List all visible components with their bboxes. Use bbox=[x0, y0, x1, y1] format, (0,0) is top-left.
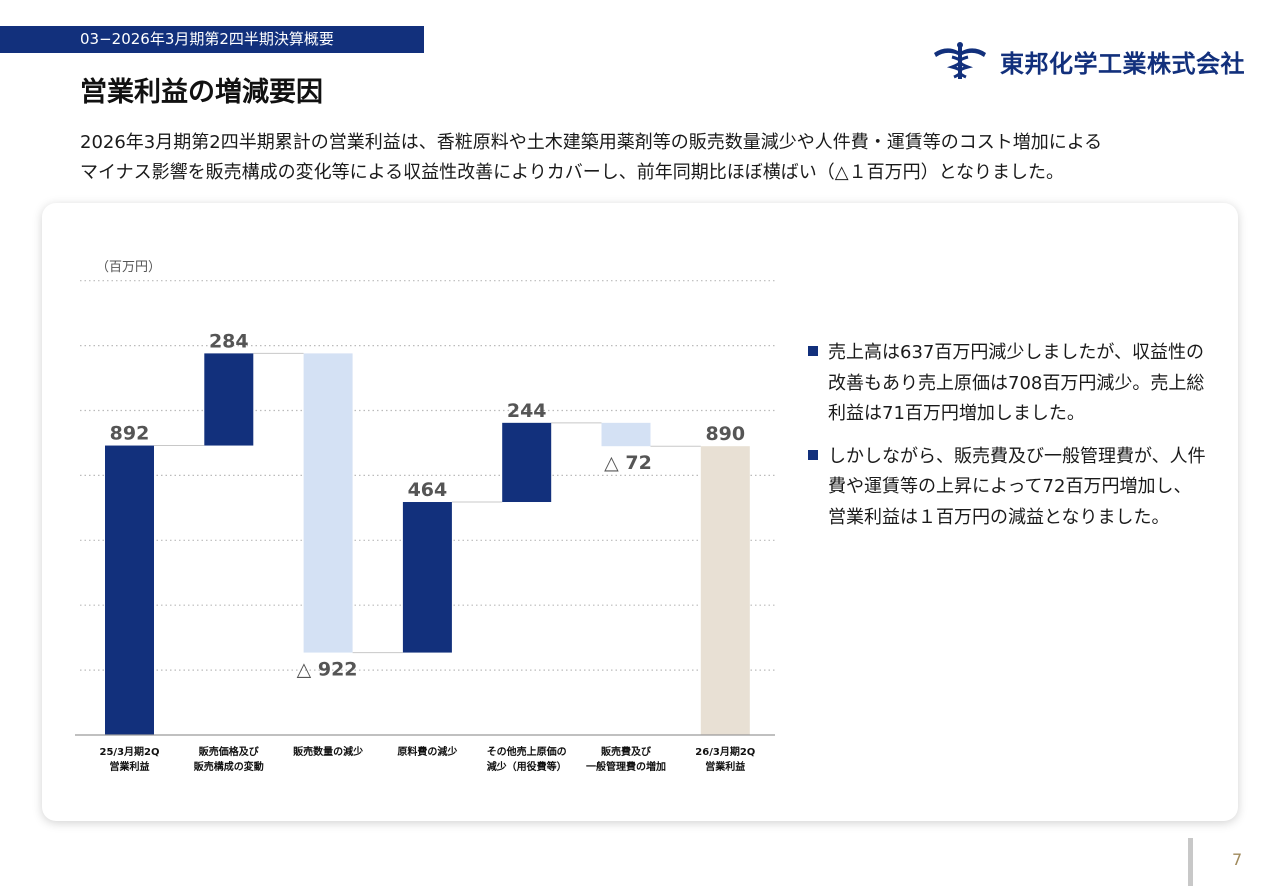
waterfall-bar bbox=[303, 353, 353, 653]
unit-label: （百万円） bbox=[96, 260, 162, 275]
data-label: △ 922 bbox=[297, 659, 358, 681]
page-title: 営業利益の増減要因 bbox=[80, 77, 323, 108]
category-label: 原料費の減少 bbox=[397, 745, 457, 758]
data-label: 284 bbox=[209, 330, 249, 352]
bullet-square-icon bbox=[808, 346, 818, 356]
waterfall-bar bbox=[601, 422, 651, 447]
bullet-text: しかしながら、販売費及び一般管理費が、人件費や運賃等の上昇によって72百万円増加… bbox=[828, 445, 1206, 528]
bullet-item: しかしながら、販売費及び一般管理費が、人件費や運賃等の上昇によって72百万円増加… bbox=[808, 442, 1208, 534]
category-label: 営業利益 bbox=[705, 760, 745, 773]
category-label: 減少（用役費等） bbox=[487, 760, 567, 773]
intro-text: 2026年3月期第2四半期累計の営業利益は、香粧原料や土木建築用薬剤等の販売数量… bbox=[80, 128, 1220, 188]
page-divider bbox=[1188, 838, 1193, 886]
waterfall-bar bbox=[402, 502, 452, 653]
page-number: 7 bbox=[1232, 850, 1243, 869]
company-logo: 東邦化学工業株式会社 bbox=[932, 40, 1245, 82]
category-label: 25/3月期2Q bbox=[100, 745, 160, 758]
category-label: 販売価格及び bbox=[199, 745, 259, 758]
bullet-square-icon bbox=[808, 449, 818, 460]
category-label: 販売数量の減少 bbox=[293, 745, 363, 758]
bullet-item: 売上高は637百万円減少しましたが、収益性の改善もあり売上原価は708百万円減少… bbox=[808, 338, 1208, 430]
category-label: 販売費及び bbox=[601, 745, 651, 758]
waterfall-bar bbox=[700, 446, 750, 735]
data-label: △ 72 bbox=[604, 452, 652, 474]
bullet-text: 売上高は637百万円減少しましたが、収益性の改善もあり売上原価は708百万円減少… bbox=[828, 342, 1205, 424]
data-label: 244 bbox=[507, 400, 547, 422]
chart-card bbox=[42, 203, 1238, 821]
category-label: その他売上原価の bbox=[487, 745, 567, 758]
waterfall-bar bbox=[502, 422, 552, 503]
category-label: 営業利益 bbox=[110, 760, 150, 773]
category-label: 一般管理費の増加 bbox=[586, 760, 666, 773]
commentary-bullets: 売上高は637百万円減少しましたが、収益性の改善もあり売上原価は708百万円減少… bbox=[808, 338, 1208, 545]
intro-line-1: 2026年3月期第2四半期累計の営業利益は、香粧原料や土木建築用薬剤等の販売数量… bbox=[80, 132, 1103, 153]
data-label: 890 bbox=[705, 423, 745, 445]
intro-line-2: マイナス影響を販売構成の変化等による収益性改善によりカバーし、前年同期比ほぼ横ば… bbox=[80, 162, 1065, 183]
section-tag: 03−2026年3月期第2四半期決算概要 bbox=[0, 26, 424, 53]
waterfall-chart: 892 284 △ 922 464 244 △ 72 890 25/3月期2Q 営業利益 販売価格… bbox=[75, 280, 775, 773]
waterfall-bar bbox=[105, 445, 154, 735]
data-label: 464 bbox=[408, 479, 448, 501]
company-name: 東邦化学工業株式会社 bbox=[1000, 49, 1245, 78]
category-label: 26/3月期2Q bbox=[695, 745, 755, 758]
data-label: 892 bbox=[110, 423, 150, 445]
caduceus-logo-icon bbox=[934, 42, 986, 79]
category-label: 販売構成の変動 bbox=[194, 760, 264, 773]
waterfall-bar bbox=[204, 353, 254, 446]
